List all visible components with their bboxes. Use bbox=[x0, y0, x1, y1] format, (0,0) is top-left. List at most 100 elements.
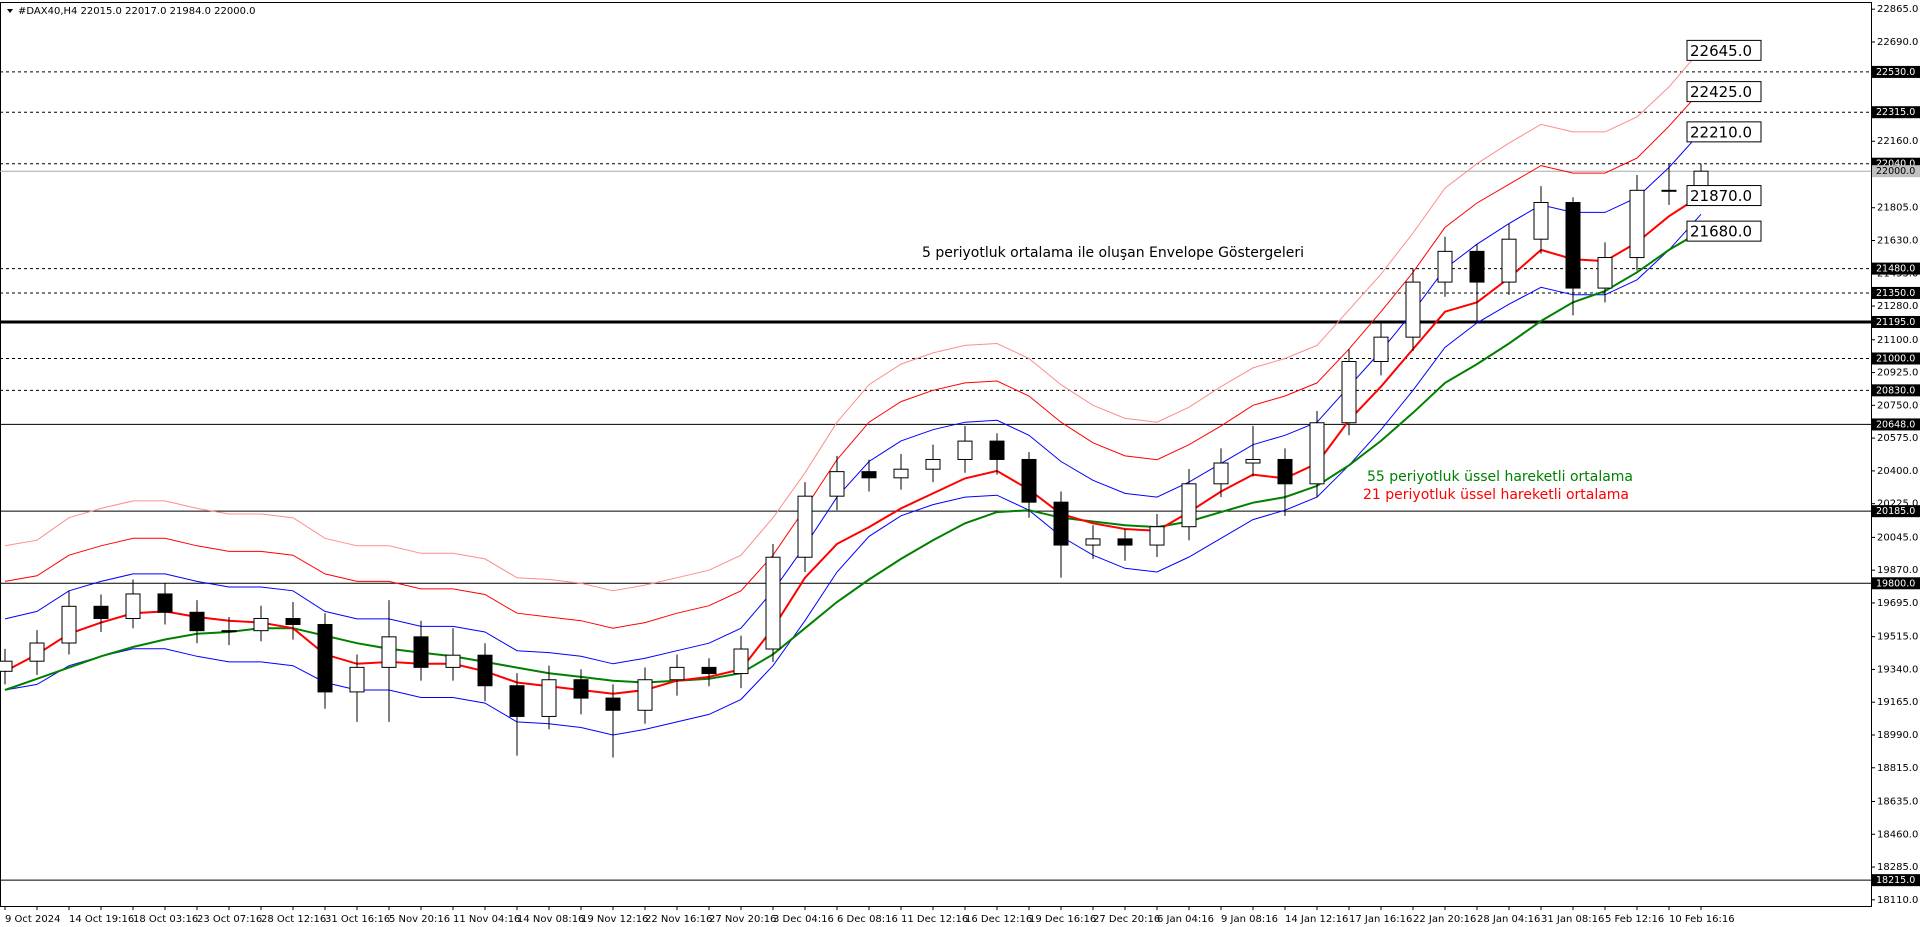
candle-body bbox=[1117, 538, 1133, 546]
x-tick-label: 17 Jan 16:16 bbox=[1349, 914, 1412, 925]
level-label: 20648.0 bbox=[1876, 419, 1915, 430]
level-label: 22530.0 bbox=[1876, 67, 1915, 78]
x-tick-label: 9 Jan 08:16 bbox=[1221, 914, 1278, 925]
x-tick-label: 14 Jan 12:16 bbox=[1285, 914, 1348, 925]
candle-body bbox=[893, 468, 909, 479]
x-tick-label: 5 Nov 20:16 bbox=[389, 914, 450, 925]
y-tick-label: 18815.0 bbox=[1877, 763, 1918, 774]
candle-body bbox=[125, 593, 141, 619]
candle-body bbox=[1213, 462, 1229, 485]
candle-body bbox=[61, 605, 77, 644]
x-tick-label: 14 Nov 08:16 bbox=[517, 914, 584, 925]
y-tick-label: 19340.0 bbox=[1877, 664, 1918, 675]
plot-frame bbox=[0, 2, 1872, 907]
candle-body bbox=[1341, 361, 1357, 424]
y-tick-label: 19165.0 bbox=[1877, 697, 1918, 708]
level-label: 21480.0 bbox=[1876, 264, 1915, 275]
level-label-box bbox=[1872, 577, 1920, 590]
y-tick-label: 22160.0 bbox=[1877, 136, 1918, 147]
y-tick-label: 19515.0 bbox=[1877, 632, 1918, 643]
x-tick-label: 22 Jan 20:16 bbox=[1413, 914, 1476, 925]
candle-body bbox=[285, 617, 301, 625]
candle-body bbox=[605, 697, 621, 711]
level-label: 18215.0 bbox=[1876, 875, 1915, 886]
indicator-line bbox=[4, 194, 1702, 695]
candle-body bbox=[637, 679, 653, 711]
candle-body bbox=[925, 458, 941, 470]
y-tick-label: 21280.0 bbox=[1877, 301, 1918, 312]
indicator-line bbox=[4, 49, 1702, 592]
y-tick-label: 20575.0 bbox=[1877, 433, 1918, 444]
y-tick-label: 21805.0 bbox=[1877, 203, 1918, 214]
x-tick-label: 31 Oct 16:16 bbox=[325, 914, 390, 925]
candle-body bbox=[733, 648, 749, 675]
x-tick-label: 31 Jan 08:16 bbox=[1541, 914, 1604, 925]
candle-body bbox=[1053, 501, 1069, 546]
candle-body bbox=[349, 666, 365, 693]
value-box-label: 21870.0 bbox=[1690, 187, 1752, 205]
candle-body bbox=[253, 617, 269, 632]
candle-body bbox=[541, 679, 557, 717]
x-tick-label: 6 Jan 04:16 bbox=[1157, 914, 1214, 925]
level-label: 20185.0 bbox=[1876, 506, 1915, 517]
candle-body bbox=[797, 495, 813, 558]
candle-body bbox=[1565, 201, 1581, 289]
candle-body bbox=[0, 660, 13, 672]
value-box bbox=[1686, 121, 1762, 143]
y-tick-label: 18990.0 bbox=[1877, 730, 1918, 741]
candle-body bbox=[1437, 250, 1453, 283]
candle-body bbox=[1533, 201, 1549, 240]
candle-body bbox=[477, 654, 493, 687]
candle-body bbox=[1245, 458, 1261, 464]
x-tick-label: 19 Nov 12:16 bbox=[581, 914, 648, 925]
candle-body bbox=[765, 556, 781, 650]
menu-triangle bbox=[7, 9, 13, 13]
candle-body bbox=[829, 471, 845, 497]
x-tick-label: 28 Oct 12:16 bbox=[261, 914, 326, 925]
level-label-box bbox=[1872, 262, 1920, 275]
candle-body bbox=[1277, 458, 1293, 485]
annotation: 55 periyotluk üssel hareketli ortalama bbox=[1367, 469, 1633, 485]
indicator-line bbox=[4, 90, 1702, 629]
candle-body bbox=[1309, 422, 1325, 485]
annotation: 5 periyotluk ortalama ile oluşan Envelop… bbox=[922, 245, 1304, 261]
x-tick-label: 11 Nov 04:16 bbox=[453, 914, 520, 925]
level-label-box bbox=[1872, 384, 1920, 397]
value-box-label: 21680.0 bbox=[1690, 223, 1752, 241]
x-tick-label: 28 Jan 04:16 bbox=[1477, 914, 1540, 925]
candle-body bbox=[1661, 189, 1677, 192]
level-label-box bbox=[1872, 505, 1920, 518]
candle-body bbox=[29, 642, 45, 662]
candle-body bbox=[413, 636, 429, 668]
level-label-box bbox=[1872, 418, 1920, 431]
candle-body bbox=[445, 654, 461, 668]
candle-body bbox=[1021, 458, 1037, 503]
y-tick-label: 19870.0 bbox=[1877, 565, 1918, 576]
x-tick-label: 14 Oct 19:16 bbox=[69, 914, 134, 925]
candle-body bbox=[1501, 238, 1517, 283]
candle-body bbox=[221, 630, 237, 633]
value-box-label: 22645.0 bbox=[1690, 42, 1752, 60]
candle-body bbox=[509, 685, 525, 717]
y-tick-label: 22865.0 bbox=[1877, 4, 1918, 15]
x-tick-label: 19 Dec 16:16 bbox=[1029, 914, 1096, 925]
level-label: 22000.0 bbox=[1876, 166, 1915, 177]
level-label-box bbox=[1872, 874, 1920, 887]
candle-body bbox=[573, 679, 589, 699]
y-tick-label: 20225.0 bbox=[1877, 499, 1918, 510]
x-tick-label: 18 Oct 03:16 bbox=[133, 914, 198, 925]
level-label-box bbox=[1872, 352, 1920, 365]
candle-body bbox=[93, 605, 109, 619]
level-label: 21000.0 bbox=[1876, 354, 1915, 365]
candle-body bbox=[861, 471, 877, 479]
x-tick-label: 16 Dec 12:16 bbox=[965, 914, 1032, 925]
candle-body bbox=[1629, 189, 1645, 259]
value-box-label: 22210.0 bbox=[1690, 123, 1752, 141]
y-tick-label: 18460.0 bbox=[1877, 829, 1918, 840]
value-box bbox=[1686, 185, 1762, 207]
y-tick-label: 18285.0 bbox=[1877, 862, 1918, 873]
level-label: 20830.0 bbox=[1876, 385, 1915, 396]
chart-title: #DAX40,H4 22015.0 22017.0 21984.0 22000.… bbox=[18, 6, 256, 17]
candle-body bbox=[317, 623, 333, 693]
